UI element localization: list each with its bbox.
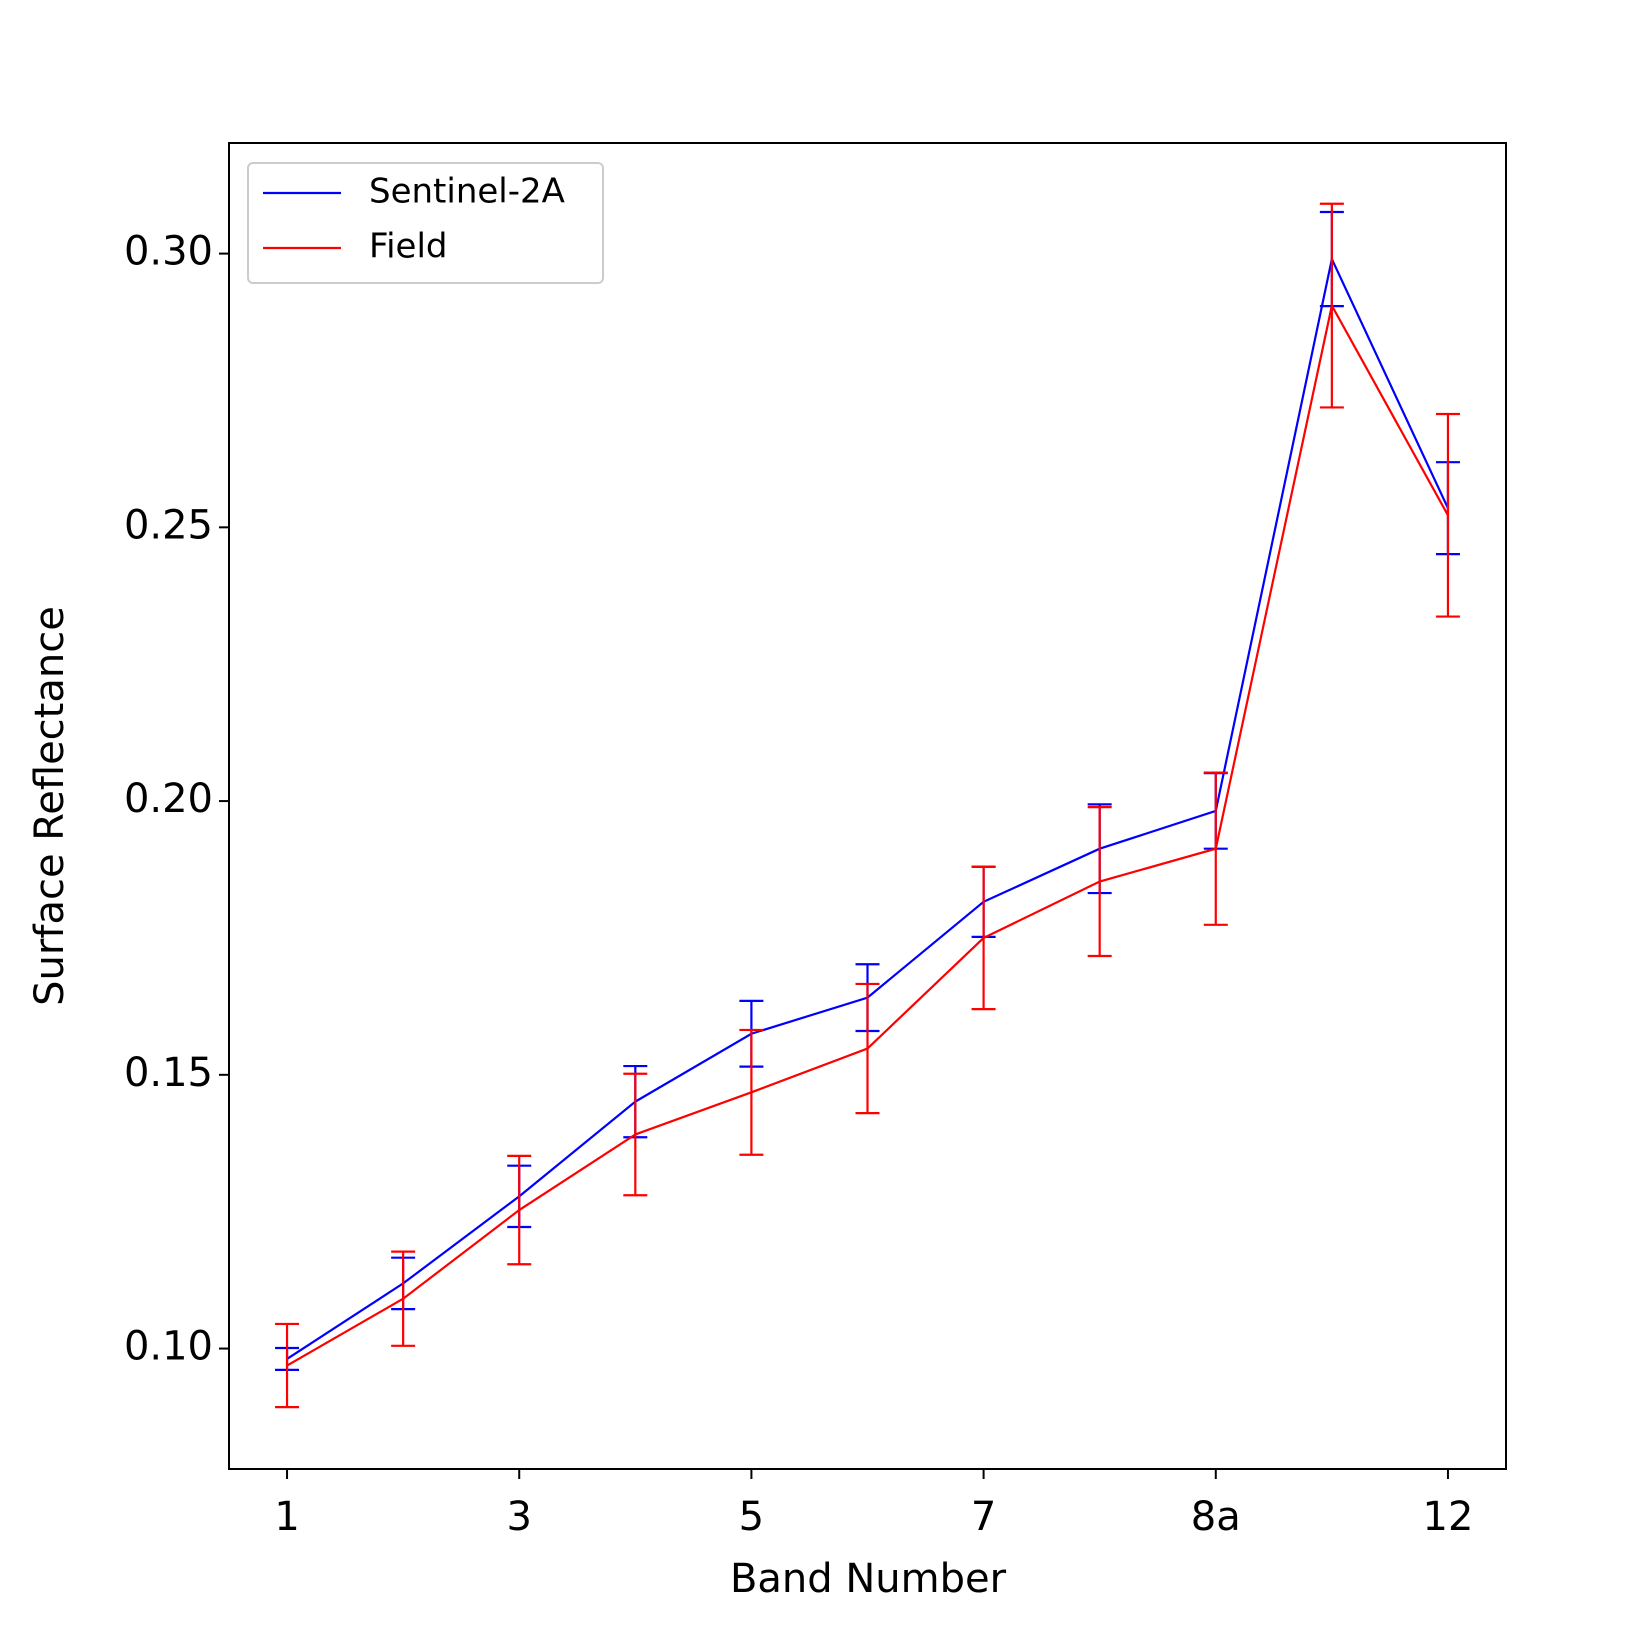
x-tick-label: 3 — [507, 1494, 532, 1540]
plot-frame — [228, 142, 1507, 1470]
x-tick-label: 7 — [971, 1494, 996, 1540]
y-tick-label: 0.30 — [124, 229, 213, 275]
legend-label: Sentinel-2A — [369, 172, 565, 212]
x-tick-label: 8a — [1191, 1494, 1241, 1540]
y-tick-label: 0.15 — [124, 1050, 213, 1096]
x-tick-label: 12 — [1423, 1494, 1474, 1540]
y-tick-label: 0.25 — [124, 502, 213, 548]
x-tick-label: 1 — [274, 1494, 299, 1540]
x-tick-label: 5 — [739, 1494, 764, 1540]
y-tick-label: 0.20 — [124, 776, 213, 822]
y-axis-label: Surface Reflectance — [27, 606, 73, 1006]
legend-label: Field — [369, 227, 447, 267]
x-axis-label: Band Number — [730, 1556, 1007, 1602]
y-tick-label: 0.10 — [124, 1324, 213, 1370]
